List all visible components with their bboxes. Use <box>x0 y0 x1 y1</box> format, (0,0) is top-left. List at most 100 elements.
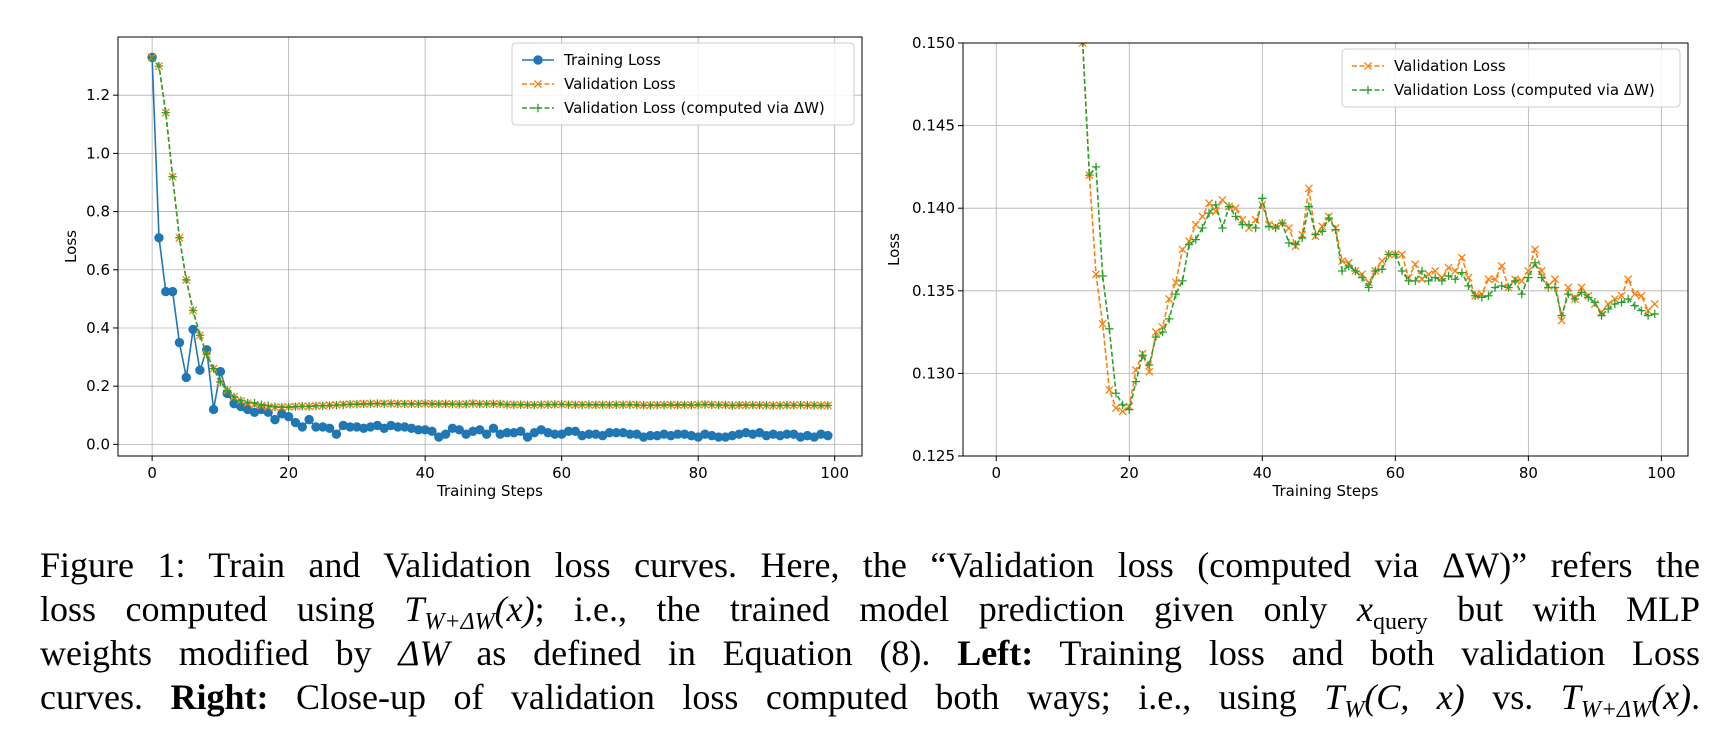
right-series-1-point-91 <box>1597 311 1606 320</box>
right-series-1-point-54 <box>1351 266 1360 276</box>
left-series-0-point-49 <box>481 429 492 439</box>
right-series-1-point-82 <box>1537 273 1546 282</box>
left-ytick-label-1: 0.2 <box>86 377 110 395</box>
left-series-2-point-13 <box>236 396 246 405</box>
right-series-0-point-13 <box>1078 43 1087 48</box>
right-series-0-point-81 <box>1530 245 1540 254</box>
right-series-0-point-34 <box>1218 195 1227 204</box>
right-series-1-point-30 <box>1191 235 1200 244</box>
right-series-1-point-90 <box>1590 298 1600 307</box>
right-series-0-point-85 <box>1557 316 1566 325</box>
left-ytick-label-4: 0.8 <box>86 203 110 221</box>
right-series-0-point-86 <box>1564 283 1573 292</box>
right-series-1-point-50 <box>1324 213 1334 223</box>
left-series-0-point-7 <box>195 365 205 375</box>
left-series-0-point-9 <box>208 404 219 415</box>
left-xtick-label-5: 100 <box>820 464 849 482</box>
right-ytick-label-1: 0.130 <box>912 364 955 382</box>
left-series-2-point-5 <box>182 275 191 285</box>
left-series-2-point-51 <box>496 399 505 409</box>
right-series-0-point-63 <box>1411 260 1420 269</box>
caption-line-4: curves. Right: Close-up of validation lo… <box>40 677 1701 724</box>
left-series-2-point-16 <box>257 400 266 410</box>
left-ytick-label-6: 1.2 <box>86 86 110 104</box>
left-xtick-label-3: 60 <box>552 464 571 482</box>
right-series-1-point-69 <box>1451 275 1460 284</box>
right-series-0-point-94 <box>1617 291 1626 300</box>
right-series-1-point-48 <box>1311 230 1320 239</box>
left-series-0-point-18 <box>270 414 280 425</box>
left-series-0-point-41 <box>427 426 437 436</box>
right-series-1-point-24 <box>1151 332 1161 342</box>
right-series-1-point-40 <box>1258 194 1267 203</box>
left-series-2-point-11 <box>223 386 232 395</box>
left-series-2-point-12 <box>229 392 239 402</box>
right-series-1-point-85 <box>1557 311 1566 320</box>
right-series-0-point-96 <box>1630 290 1639 299</box>
left-xtick-label-1: 20 <box>279 464 298 482</box>
right-series-0-point-47 <box>1304 184 1313 193</box>
left-series-0-point-3 <box>167 286 178 297</box>
right-series-1-point-29 <box>1184 240 1194 249</box>
left-series-0-point-50 <box>488 423 499 434</box>
right-series-0-point-44 <box>1284 223 1293 233</box>
right-series-1-point-18 <box>1111 389 1121 398</box>
right-series-0-point-70 <box>1457 253 1466 262</box>
right-series-1-point-49 <box>1317 227 1327 236</box>
right-series-0-point-19 <box>1118 407 1127 416</box>
right-series-1-point-61 <box>1397 266 1407 276</box>
right-series-1-point-15 <box>1091 162 1101 172</box>
right-series-0-point-30 <box>1191 220 1200 229</box>
right-series-0-point-84 <box>1550 275 1560 284</box>
right-series-1-point-92 <box>1603 304 1613 314</box>
left-series-2-point-0 <box>147 53 157 62</box>
left-legend-marker-1 <box>533 79 543 89</box>
right-series-0-point-64 <box>1417 275 1426 284</box>
right-series-1-point-72 <box>1470 291 1480 300</box>
right-series-0-point-25 <box>1158 323 1167 332</box>
right-series-0-point-69 <box>1451 266 1460 276</box>
right-series-1-point-65 <box>1424 276 1433 286</box>
right-series-1-point-87 <box>1570 294 1580 304</box>
right-ytick-label-4: 0.145 <box>912 117 955 135</box>
left-series-0-point-23 <box>304 414 314 425</box>
right-series-0-point-99 <box>1650 299 1659 309</box>
left-legend-label-2: Validation Loss (computed via ΔW) <box>564 99 825 117</box>
right-series-1-point-39 <box>1251 223 1260 233</box>
right-series-0-point-58 <box>1377 257 1387 266</box>
right-legend-label-1: Validation Loss (computed via ΔW) <box>1394 81 1655 99</box>
right-y-axis-label: Loss <box>885 233 903 266</box>
left-ytick-label-5: 1.0 <box>86 144 110 162</box>
right-xtick-label-3: 60 <box>1386 464 1405 482</box>
left-ytick-label-0: 0.0 <box>86 435 110 453</box>
right-series-1-point-60 <box>1391 250 1400 259</box>
right-series-1-point-96 <box>1630 301 1639 310</box>
left-series-0-point-55 <box>522 432 533 442</box>
left-series-0-point-6 <box>188 324 198 335</box>
left-xtick-label-0: 0 <box>147 464 157 482</box>
caption-line-2: loss computed using TW+ΔW(x); i.e., the … <box>40 589 1701 636</box>
right-series-1-point-73 <box>1477 293 1487 302</box>
right-series-0-point-26 <box>1165 295 1174 304</box>
right-series-0-point-95 <box>1624 275 1633 284</box>
left-series-2-point-3 <box>168 172 177 181</box>
right-legend-marker-1 <box>1363 85 1373 95</box>
right-series-1-point-66 <box>1431 273 1440 282</box>
right-series-0-point-24 <box>1151 328 1160 337</box>
left-ytick-label-3: 0.6 <box>86 261 110 279</box>
left-series-0-point-4 <box>174 337 185 348</box>
left-legend-label-1: Validation Loss <box>564 75 676 93</box>
right-series-1-point-45 <box>1291 240 1300 249</box>
right-series-1-point-33 <box>1211 200 1220 210</box>
right-series-1-point-16 <box>1098 271 1107 281</box>
right-series-1-point-93 <box>1610 299 1620 309</box>
left-series-0-point-48 <box>475 425 485 435</box>
caption-line-1: Figure 1: Train and Validation loss curv… <box>40 545 1700 585</box>
right-series-1-point-20 <box>1125 405 1134 414</box>
right-series-0-point-23 <box>1145 367 1154 376</box>
left-xtick-label-2: 40 <box>416 464 435 482</box>
right-series-1-point-77 <box>1504 283 1513 292</box>
right-series-1-point-81 <box>1530 258 1540 267</box>
right-xtick-label-0: 0 <box>991 464 1001 482</box>
right-series-1-point-75 <box>1490 283 1500 292</box>
